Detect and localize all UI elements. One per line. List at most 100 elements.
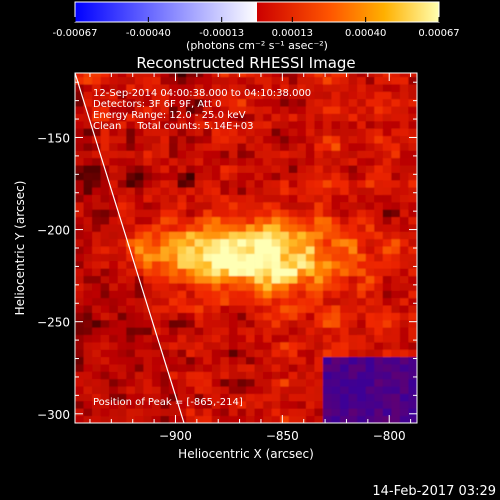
heatmap-cell (126, 327, 136, 335)
heatmap-cell (340, 216, 349, 225)
heatmap-cell (126, 246, 136, 254)
heatmap-cell (203, 201, 213, 210)
heatmap-cell (391, 400, 401, 409)
heatmap-cell (374, 400, 384, 409)
heatmap-cell (297, 305, 307, 313)
colorbar-tick-label: 0.00013 (272, 28, 313, 39)
heatmap-cell (348, 400, 358, 409)
heatmap-cell (134, 334, 144, 343)
heatmap-cell (365, 106, 375, 114)
heatmap-cell (186, 327, 196, 335)
heatmap-cell (237, 386, 247, 394)
heatmap-cell (297, 319, 307, 328)
heatmap-cell (203, 150, 213, 159)
heatmap-cell (408, 253, 417, 262)
heatmap-cell (169, 283, 178, 291)
heatmap-cell (314, 378, 324, 387)
heatmap-cell (228, 319, 238, 328)
heatmap-cell (83, 415, 93, 423)
heatmap-cell (297, 415, 307, 423)
heatmap-cell (331, 290, 341, 299)
heatmap-cell (374, 157, 384, 166)
heatmap-cell (382, 415, 392, 423)
heatmap-cell (357, 98, 367, 107)
heatmap-cell (399, 73, 409, 78)
heatmap-cell (151, 150, 161, 159)
heatmap-cell (75, 113, 84, 122)
heatmap-cell (254, 319, 264, 328)
heatmap-cell (399, 120, 409, 129)
heatmap-cell (348, 312, 358, 321)
info-block: 12-Sep-2014 04:00:38.000 to 04:10:38.000… (93, 88, 311, 132)
heatmap-cell (331, 349, 341, 358)
heatmap-cell (117, 76, 127, 85)
heatmap-cell (254, 216, 264, 225)
heatmap-cell (399, 371, 409, 380)
heatmap-cell (305, 415, 315, 423)
heatmap-cell (382, 378, 392, 387)
heatmap-cell (246, 356, 255, 365)
heatmap-cell (109, 364, 119, 372)
heatmap-cell (254, 260, 264, 269)
heatmap-cell (134, 120, 144, 129)
heatmap-cell (348, 327, 358, 335)
heatmap-cell (117, 172, 127, 181)
heatmap-cell (391, 364, 401, 372)
heatmap-cell (83, 378, 93, 387)
heatmap-cell (151, 231, 161, 240)
heatmap-cell (160, 415, 170, 423)
heatmap-cell (254, 268, 264, 277)
heatmap-cell (263, 201, 273, 210)
heatmap-cell (117, 194, 127, 203)
heatmap-cell (186, 91, 196, 100)
heatmap-cell (117, 224, 127, 232)
heatmap-cell (83, 76, 93, 85)
heatmap-cell (263, 400, 273, 409)
heatmap-cell (340, 260, 349, 269)
heatmap-cell (374, 201, 384, 210)
heatmap-cell (169, 275, 178, 284)
heatmap-cell (92, 364, 102, 372)
heatmap-cell (134, 224, 144, 232)
heatmap-cell (254, 371, 264, 380)
heatmap-cell (263, 179, 273, 188)
heatmap-cell (134, 76, 144, 85)
heatmap-cell (365, 393, 375, 402)
heatmap-cell (314, 179, 324, 188)
heatmap-cell (314, 275, 324, 284)
heatmap-cell (83, 231, 93, 240)
heatmap-cell (177, 128, 187, 137)
heatmap-cell (194, 91, 204, 100)
heatmap-cell (117, 349, 127, 358)
heatmap-cell (194, 128, 204, 137)
heatmap-cell (92, 120, 102, 129)
heatmap-cell (169, 150, 178, 159)
x-axis-label: Heliocentric X (arcsec) (178, 447, 314, 461)
heatmap-cell (177, 319, 187, 328)
heatmap-cell (382, 312, 392, 321)
heatmap-cell (151, 283, 161, 291)
heatmap-cell (83, 393, 93, 402)
heatmap-cell (408, 400, 417, 409)
heatmap-cell (357, 378, 367, 387)
heatmap-cell (177, 334, 187, 343)
heatmap-cell (92, 231, 102, 240)
heatmap-cell (220, 319, 230, 328)
heatmap-cell (246, 201, 255, 210)
heatmap-cell (357, 297, 367, 306)
heatmap-cell (143, 275, 153, 284)
heatmap-cell (382, 150, 392, 159)
heatmap-cell (117, 98, 127, 107)
heatmap-cell (83, 172, 93, 181)
heatmap-cell (263, 246, 273, 254)
heatmap-cell (151, 371, 161, 380)
heatmap-cell (331, 246, 341, 254)
heatmap-cell (391, 150, 401, 159)
heatmap-cell (408, 98, 417, 107)
heatmap-cell (126, 73, 136, 78)
heatmap-cell (305, 135, 315, 144)
heatmap-cell (288, 106, 298, 114)
heatmap-cell (271, 283, 281, 291)
heatmap-cell (186, 305, 196, 313)
heatmap-cell (203, 378, 213, 387)
